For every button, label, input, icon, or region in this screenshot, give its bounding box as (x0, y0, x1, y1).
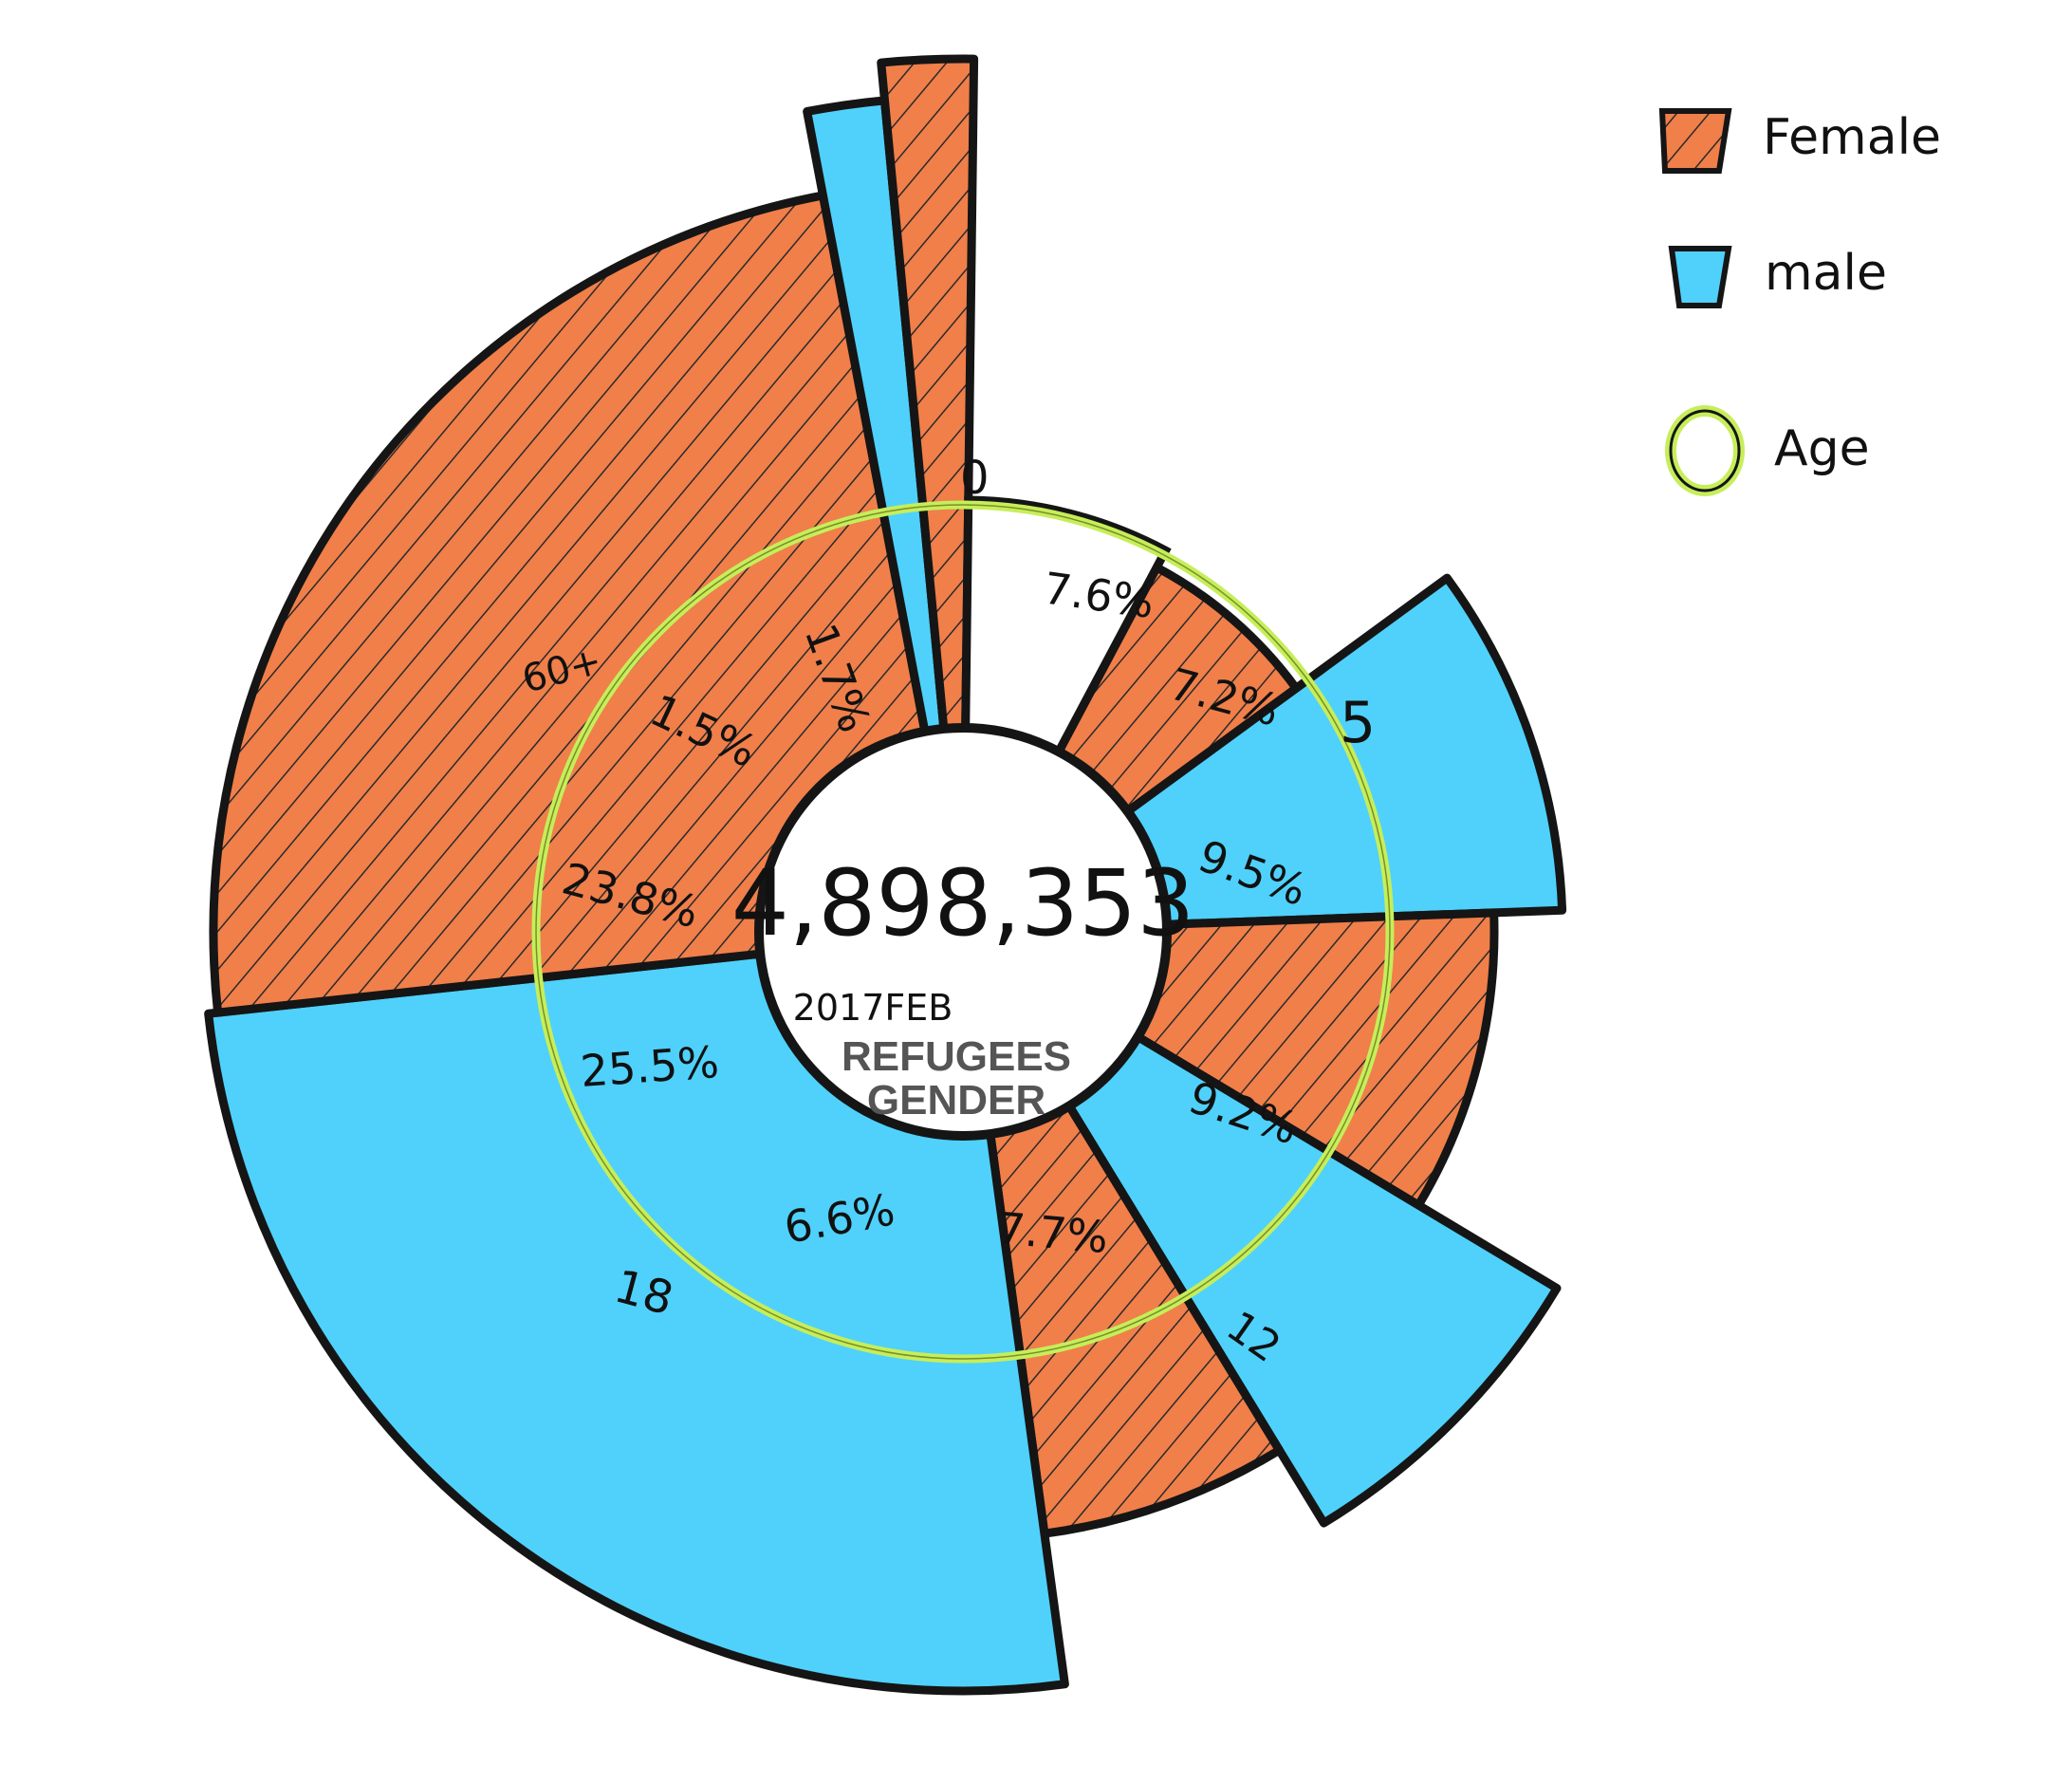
age-label-5: 5 (1340, 690, 1376, 756)
legend-male-swatch (1668, 246, 1732, 308)
legend-male-label: male (1765, 245, 1887, 302)
age-label-0: 0 (960, 452, 990, 505)
legend: Female male Age (1658, 108, 1941, 496)
legend-age-swatch-outline (1669, 409, 1741, 492)
center-title-line1: REFUGEES (842, 1033, 1071, 1080)
legend-female-swatch (1658, 108, 1732, 174)
label-12-17-male: 7.7% (995, 1202, 1110, 1263)
label-18-59-male: 25.5% (579, 1036, 721, 1097)
center-total: 4,898,353 (731, 850, 1195, 957)
age-ring-edge (535, 504, 1391, 1360)
center-circle (754, 723, 1172, 1141)
outer-sectors (204, 54, 1567, 1696)
legend-female-label: Female (1763, 109, 1941, 166)
legend-age-label: Age (1774, 420, 1870, 477)
center-title-line2: GENDER (867, 1077, 1045, 1124)
center-date: 2017FEB (793, 987, 953, 1029)
